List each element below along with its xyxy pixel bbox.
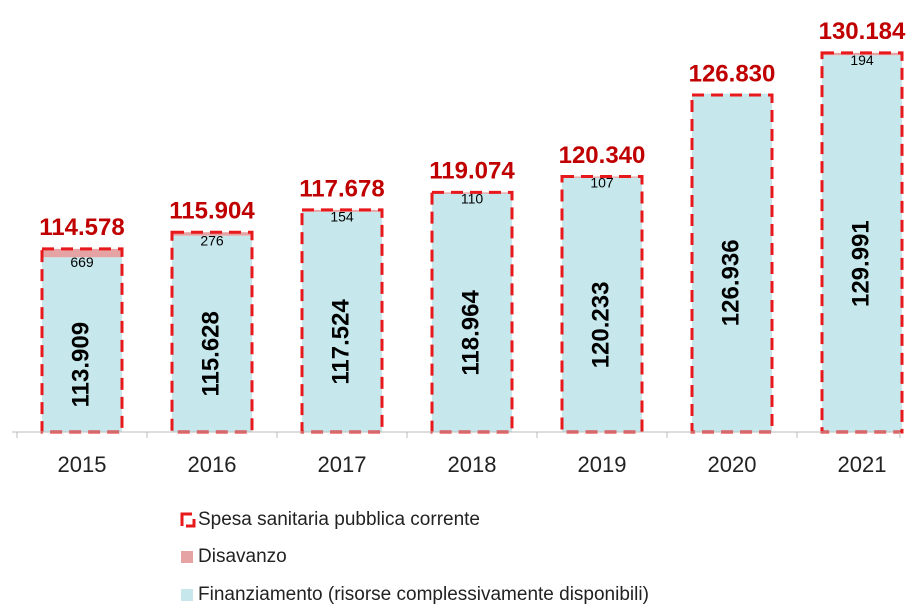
- legend-label: Disavanzo: [198, 546, 287, 567]
- data-label: 669: [70, 254, 94, 270]
- total-label: 126.830: [689, 60, 776, 87]
- bar: [692, 93, 772, 432]
- bar: [302, 211, 382, 432]
- data-label: 113.909: [67, 322, 94, 407]
- total-label: 114.578: [39, 214, 124, 241]
- data-label: 154: [330, 209, 354, 225]
- bar: [432, 193, 512, 432]
- bar-outline: [430, 190, 514, 434]
- x-tick-label: 2015: [58, 452, 107, 477]
- legend-marker: [181, 589, 193, 601]
- total-label: 115.904: [169, 198, 255, 225]
- x-tick-label: 2021: [838, 452, 887, 477]
- bar-outline: [170, 230, 254, 434]
- bar: [42, 257, 122, 432]
- data-label: 126.936: [717, 239, 744, 326]
- legend-marker: [180, 512, 196, 528]
- total-label: 117.678: [299, 175, 384, 202]
- data-label: 276: [200, 232, 224, 248]
- total-label: 119.074: [429, 158, 515, 185]
- data-label: 120.233: [587, 282, 614, 369]
- bar: [822, 55, 902, 432]
- total-label: 130.184: [819, 18, 906, 45]
- x-tick-label: 2020: [708, 452, 757, 477]
- bar: [562, 177, 642, 432]
- data-label: 117.524: [327, 299, 354, 385]
- legend-label: Spesa sanitaria pubblica corrente: [198, 509, 480, 530]
- data-label: 107: [590, 175, 614, 191]
- bar-segment: [172, 232, 252, 236]
- bar: [172, 235, 252, 432]
- legend-marker: [181, 551, 193, 563]
- x-tick-label: 2017: [318, 452, 367, 477]
- x-tick-label: 2019: [578, 452, 627, 477]
- bar-segment: [42, 248, 122, 258]
- x-tick-label: 2016: [188, 452, 237, 477]
- data-label: 110: [461, 190, 484, 206]
- data-label: 194: [850, 52, 874, 68]
- data-label: 115.628: [197, 311, 224, 396]
- total-label: 120.340: [559, 142, 646, 169]
- bar-outline: [40, 247, 124, 434]
- data-label: 129.991: [847, 220, 874, 307]
- data-label: 118.964: [457, 290, 484, 376]
- x-tick-label: 2018: [448, 452, 497, 477]
- bar-outline: [560, 174, 644, 434]
- legend-label: Finanziamento (risorse complessivamente …: [198, 584, 649, 605]
